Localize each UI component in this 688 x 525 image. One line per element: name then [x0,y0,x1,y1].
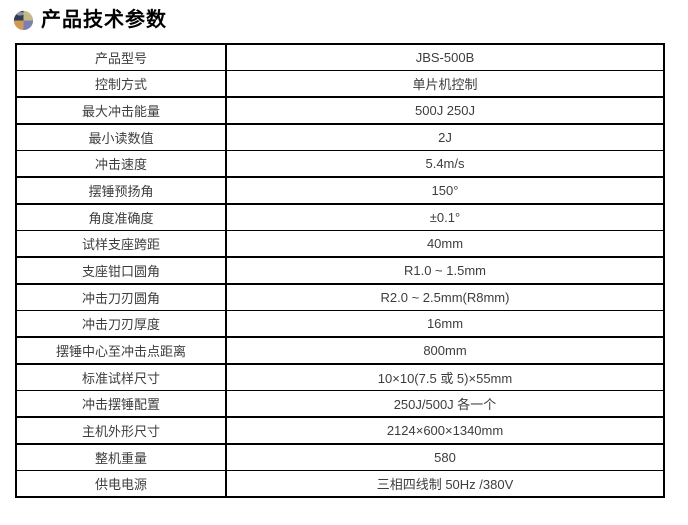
table-row: 控制方式 单片机控制 [15,70,665,98]
table-row: 摆锤中心至冲击点距离 800mm [15,337,665,365]
spec-label-cell: 主机外形尺寸 [15,417,227,445]
spec-value-cell: 5.4m/s [225,150,665,178]
spec-label-cell: 最大冲击能量 [15,97,227,125]
spec-label-cell: 供电电源 [15,470,227,498]
spec-value-cell: 2J [225,124,665,151]
spec-value-cell: 16mm [225,310,665,338]
pie-sphere-icon [13,10,34,31]
page: 产品技术参数 产品型号 JBS-500B 控制方式 单片机控制 最大冲击能量 500J 2… [0,0,688,498]
spec-label-cell: 最小读数值 [15,124,227,151]
table-row: 支座钳口圆角 R1.0 ~ 1.5mm [15,257,665,285]
table-row: 整机重量 580 [15,444,665,471]
page-header: 产品技术参数 [0,0,688,34]
spec-label-cell: 控制方式 [15,70,227,98]
spec-label-cell: 角度准确度 [15,204,227,231]
spec-value-cell: 500J 250J [225,97,665,125]
spec-value-cell: JBS-500B [225,44,665,71]
spec-label-cell: 冲击摆锤配置 [15,390,227,418]
page-title: 产品技术参数 [41,9,167,31]
spec-label-cell: 冲击刀刃圆角 [15,284,227,311]
spec-value-cell: 250J/500J 各一个 [225,390,665,418]
spec-table: 产品型号 JBS-500B 控制方式 单片机控制 最大冲击能量 500J 250J 最小读数… [15,43,665,498]
spec-value-cell: R1.0 ~ 1.5mm [225,257,665,285]
spec-label-cell: 冲击刀刃厚度 [15,310,227,338]
spec-value-cell: 单片机控制 [225,70,665,98]
spec-label-cell: 摆锤预扬角 [15,177,227,205]
table-row: 最小读数值 2J [15,124,665,151]
spec-value-cell: 800mm [225,337,665,365]
spec-label-cell: 标准试样尺寸 [15,364,227,391]
table-row: 冲击摆锤配置 250J/500J 各一个 [15,390,665,418]
spec-value-cell: 10×10(7.5 或 5)×55mm [225,364,665,391]
spec-label-cell: 冲击速度 [15,150,227,178]
spec-label-cell: 试样支座跨距 [15,230,227,258]
spec-label-cell: 支座钳口圆角 [15,257,227,285]
spec-value-cell: 150° [225,177,665,205]
spec-label-cell: 摆锤中心至冲击点距离 [15,337,227,365]
spec-label-cell: 产品型号 [15,44,227,71]
spec-value-cell: 40mm [225,230,665,258]
table-row: 冲击刀刃圆角 R2.0 ~ 2.5mm(R8mm) [15,284,665,311]
table-row: 供电电源 三相四线制 50Hz /380V [15,470,665,498]
table-row: 冲击刀刃厚度 16mm [15,310,665,338]
spec-value-cell: 三相四线制 50Hz /380V [225,470,665,498]
spec-value-cell: 2124×600×1340mm [225,417,665,445]
table-row: 摆锤预扬角 150° [15,177,665,205]
table-row: 产品型号 JBS-500B [15,44,665,71]
table-row: 标准试样尺寸 10×10(7.5 或 5)×55mm [15,364,665,391]
spec-value-cell: ±0.1° [225,204,665,231]
table-row: 最大冲击能量 500J 250J [15,97,665,125]
spec-value-cell: R2.0 ~ 2.5mm(R8mm) [225,284,665,311]
spec-label-cell: 整机重量 [15,444,227,471]
table-row: 主机外形尺寸 2124×600×1340mm [15,417,665,445]
table-row: 试样支座跨距 40mm [15,230,665,258]
spec-value-cell: 580 [225,444,665,471]
table-row: 冲击速度 5.4m/s [15,150,665,178]
spec-table-body: 产品型号 JBS-500B 控制方式 单片机控制 最大冲击能量 500J 250J 最小读数… [15,44,665,498]
table-row: 角度准确度 ±0.1° [15,204,665,231]
